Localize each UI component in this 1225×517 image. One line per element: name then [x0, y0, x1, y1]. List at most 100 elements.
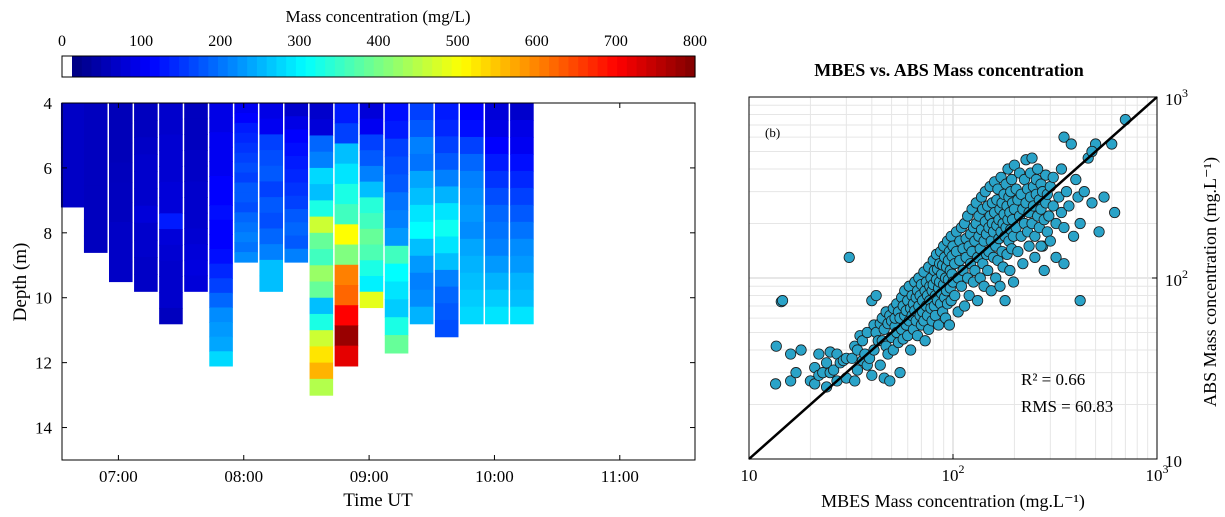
- heatmap-cell: [510, 153, 534, 172]
- colorbar-cell: [490, 56, 501, 77]
- heatmap-cell: [60, 162, 85, 178]
- scatter-point: [1058, 131, 1070, 143]
- heatmap-cell: [209, 103, 233, 119]
- heatmap-cell: [159, 276, 183, 293]
- heatmap-cell: [334, 264, 359, 286]
- scatter-point: [1008, 159, 1021, 171]
- heatmap-cell: [159, 118, 183, 136]
- scatter-point: [1078, 186, 1090, 198]
- heatmap-y-ticks: 4 6 8 10 12 14: [35, 94, 695, 438]
- colorbar-cell: [344, 56, 355, 77]
- scatter-point: [894, 367, 906, 379]
- colorbar-cell: [325, 56, 336, 77]
- heatmap-cell: [485, 170, 509, 189]
- heatmap-cell: [434, 253, 459, 271]
- heatmap-cell: [384, 335, 409, 354]
- scatter-point: [1023, 240, 1035, 252]
- heatmap-cell: [510, 103, 534, 121]
- heatmap-cell: [259, 134, 284, 151]
- scatter-point: [1050, 251, 1062, 263]
- colorbar-title: Mass concentration (mg/L): [285, 7, 470, 26]
- scatter-x-axis-label: MBES Mass concentration (mg.L⁻¹): [821, 491, 1085, 512]
- heatmap-cell: [134, 188, 158, 207]
- heatmap-cell: [309, 249, 334, 266]
- scatter-points: [769, 114, 1132, 393]
- scatter-point: [1098, 191, 1110, 203]
- heatmap-cell: [159, 229, 183, 246]
- heatmap-cell: [334, 143, 359, 165]
- colorbar-cell: [169, 56, 180, 77]
- scatter-point: [1058, 258, 1070, 270]
- heatmap-cell: [485, 204, 509, 223]
- heatmap-cell: [459, 289, 484, 308]
- heatmap-cell: [309, 135, 334, 153]
- scatter-point: [971, 295, 984, 307]
- heatmap-y-tick-label: 4: [44, 94, 53, 113]
- heatmap-cell: [234, 162, 258, 174]
- heatmap-cell: [359, 276, 384, 293]
- heatmap-cell: [60, 132, 85, 149]
- heatmap-cell: [359, 260, 384, 277]
- heatmap-cell: [459, 136, 484, 155]
- colorbar-cells: [62, 56, 696, 77]
- colorbar-cell: [81, 56, 93, 77]
- heatmap-cell: [459, 103, 484, 121]
- heatmap-cell: [259, 244, 284, 261]
- heatmap-cell: [359, 213, 384, 230]
- heatmap-cell: [459, 255, 484, 274]
- scatter-point: [769, 378, 782, 390]
- colorbar-cell: [179, 56, 190, 77]
- scatter-y-tick-label: 102: [1165, 267, 1188, 290]
- colorbar-cell: [412, 56, 424, 77]
- heatmap-cell: [234, 222, 258, 233]
- scatter-point: [856, 335, 869, 347]
- heatmap-cell: [284, 129, 309, 144]
- heatmap-cell: [234, 172, 258, 184]
- heatmap-cell: [259, 103, 284, 120]
- heatmap-y-tick-label: 12: [35, 354, 52, 373]
- heatmap-cell: [359, 228, 384, 246]
- heatmap-cell: [309, 265, 334, 283]
- heatmap-cell: [234, 212, 258, 223]
- heatmap-cell: [234, 252, 258, 263]
- scatter-point: [1007, 276, 1020, 288]
- colorbar-cell: [276, 56, 287, 77]
- colorbar-cell: [636, 56, 647, 77]
- scatter-point: [846, 352, 858, 364]
- heatmap-cell: [234, 182, 258, 194]
- colorbar-cell: [149, 56, 161, 77]
- colorbar-cell: [461, 56, 472, 77]
- colorbar-cell: [578, 56, 589, 77]
- heatmap-cell: [60, 117, 85, 134]
- heatmap-panel-label: (a): [651, 128, 665, 143]
- heatmap-cell: [334, 224, 359, 246]
- scatter-point: [1055, 163, 1068, 175]
- colorbar-cell: [422, 56, 433, 77]
- heatmap-cell: [334, 163, 359, 185]
- colorbar-cell: [393, 56, 404, 77]
- colorbar-cell: [188, 56, 200, 77]
- heatmap-cell: [359, 291, 384, 309]
- heatmap-cell: [309, 330, 334, 348]
- heatmap-cell: [159, 244, 183, 262]
- heatmap-cell: [334, 123, 359, 145]
- heatmap-cell: [409, 153, 434, 172]
- colorbar-cell: [247, 56, 258, 77]
- heatmap-cell: [159, 197, 183, 214]
- heatmap-cell: [134, 257, 158, 275]
- heatmap-cell: [209, 190, 233, 206]
- scatter-point: [982, 264, 994, 277]
- scatter-point: [884, 375, 896, 387]
- heatmap-cell: [409, 119, 434, 138]
- scatter-x-tick-label: 102: [942, 462, 965, 485]
- heatmap-cell: [309, 167, 334, 185]
- scatter-point: [870, 289, 882, 302]
- colorbar-cell: [198, 56, 209, 77]
- colorbar-tick-label: 0: [58, 33, 66, 50]
- heatmap-cell: [384, 245, 409, 265]
- heatmap-cell: [259, 259, 284, 277]
- colorbar-cell: [383, 56, 394, 77]
- colorbar-cell: [441, 56, 453, 77]
- scatter-point: [1032, 163, 1044, 175]
